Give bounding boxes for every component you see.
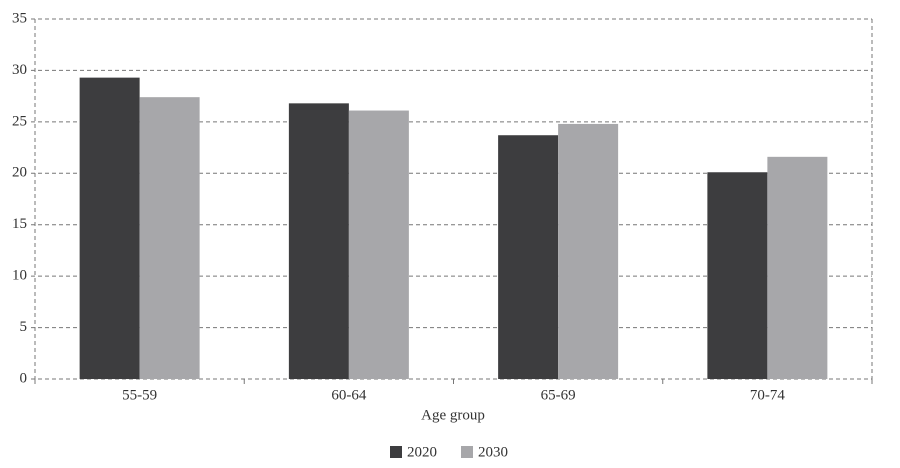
y-tick-label: 25 bbox=[12, 113, 27, 129]
x-tick-label: 65-69 bbox=[541, 387, 576, 403]
x-axis-label: Age group bbox=[421, 407, 485, 423]
x-tick-label: 70-74 bbox=[750, 387, 785, 403]
bar bbox=[498, 135, 559, 379]
legend-swatch bbox=[390, 446, 402, 458]
y-tick-label: 35 bbox=[12, 10, 27, 26]
bar bbox=[348, 110, 409, 380]
bar bbox=[139, 97, 200, 380]
bar bbox=[288, 103, 349, 379]
legend-label: 2030 bbox=[478, 444, 508, 460]
y-tick-label: 30 bbox=[12, 62, 27, 78]
y-tick-label: 5 bbox=[20, 319, 28, 335]
x-tick-label: 60-64 bbox=[331, 387, 366, 403]
legend-label: 2020 bbox=[407, 444, 437, 460]
y-tick-label: 20 bbox=[12, 165, 27, 181]
y-tick-label: 10 bbox=[12, 268, 27, 284]
bar bbox=[558, 123, 619, 380]
y-tick-label: 0 bbox=[20, 370, 28, 386]
bar bbox=[767, 156, 828, 379]
bar bbox=[707, 172, 768, 379]
y-tick-label: 15 bbox=[12, 216, 27, 232]
bar bbox=[79, 77, 140, 379]
legend-swatch bbox=[461, 446, 473, 458]
x-tick-label: 55-59 bbox=[122, 387, 157, 403]
